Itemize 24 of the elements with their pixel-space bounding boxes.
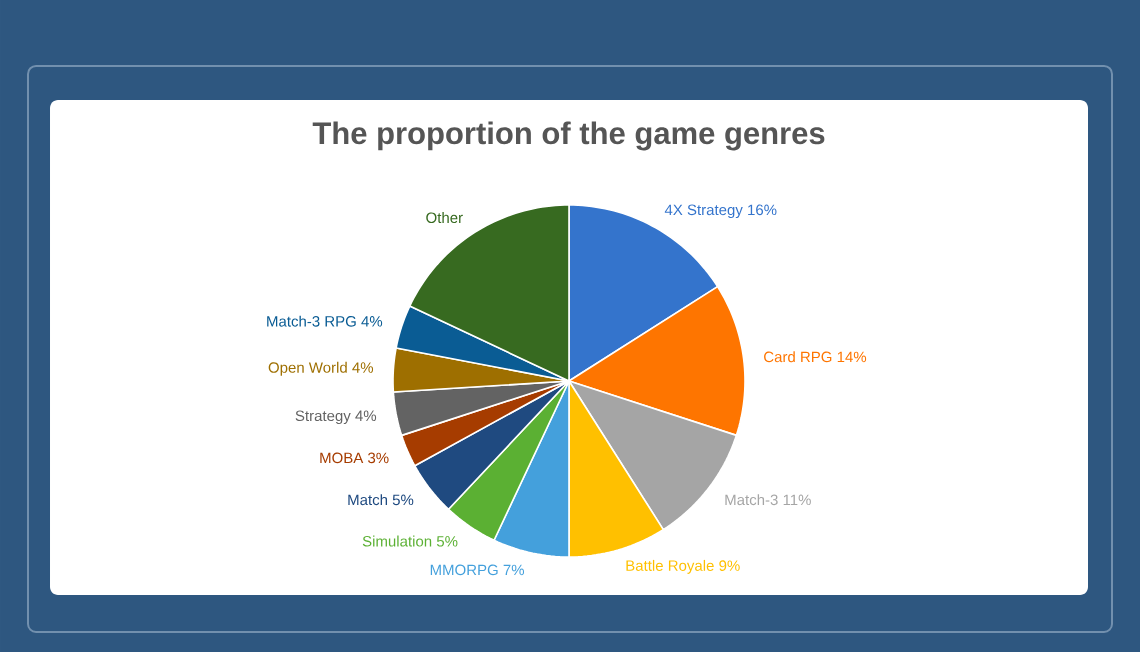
slice-label: 4X Strategy — [664, 204, 743, 219]
data-label: 7% — [503, 564, 525, 576]
slice-label: Other — [426, 212, 463, 224]
data-label: 3% — [368, 452, 389, 464]
slice-label: Card RPG — [764, 351, 832, 363]
slice-label: Simulation — [362, 535, 432, 547]
slice-label: Match-3 RPG — [267, 315, 356, 327]
data-label: 5% — [392, 494, 414, 506]
data-label: 14% — [837, 351, 867, 363]
slice-label: Open World — [268, 361, 347, 376]
slice-label: Match-3 — [725, 494, 778, 506]
data-label: 11% — [783, 494, 811, 506]
slice-label: MOBA — [320, 452, 364, 464]
slice-label: Battle Royale — [626, 559, 714, 574]
data-label: 4% — [361, 316, 383, 327]
slice-label: MMORPG — [430, 564, 498, 576]
data-label: 4% — [355, 410, 377, 422]
data-label: 9% — [719, 560, 740, 571]
slice-label: Match — [348, 494, 388, 506]
data-label: 5% — [436, 536, 458, 547]
slice-label: Strategy — [295, 410, 351, 425]
chart-title: The proportion of the game genres — [312, 121, 825, 151]
data-label: 16% — [748, 204, 777, 216]
data-label: 4% — [352, 362, 374, 373]
